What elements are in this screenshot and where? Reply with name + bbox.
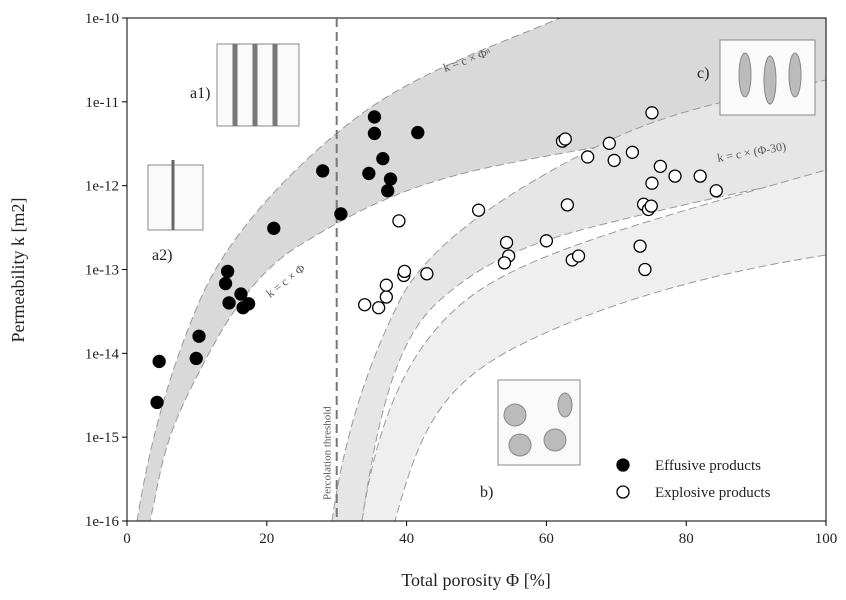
- x-tick-label: 40: [399, 531, 414, 547]
- y-tick-label: 1e-14: [85, 346, 120, 362]
- point: [189, 351, 203, 366]
- point: [602, 136, 616, 150]
- y-axis-title: Permeability k [m2]: [8, 198, 28, 343]
- point: [638, 262, 652, 277]
- point: [267, 221, 281, 235]
- point: [499, 235, 514, 250]
- legend-label: Effusive products: [655, 458, 761, 474]
- y-tick-label: 1e-16: [85, 514, 120, 530]
- annotation: a1): [190, 85, 210, 102]
- pore: [557, 392, 573, 418]
- x-tick-label: 100: [815, 531, 838, 547]
- point: [709, 184, 723, 198]
- y-tick-label: 1e-12: [85, 179, 119, 195]
- point: [625, 145, 640, 159]
- point: [693, 169, 707, 183]
- point: [383, 172, 398, 186]
- point: [334, 207, 348, 221]
- legend-marker: [616, 458, 630, 472]
- point: [653, 159, 667, 173]
- pore: [503, 403, 527, 427]
- point: [560, 198, 575, 212]
- y-tick-label: 1e-11: [85, 95, 119, 111]
- point: [371, 301, 386, 315]
- x-tick-label: 80: [679, 531, 694, 547]
- point: [218, 276, 233, 291]
- point: [633, 239, 647, 253]
- point: [397, 264, 412, 279]
- point: [668, 169, 682, 183]
- x-tick-label: 20: [259, 531, 274, 547]
- point: [379, 290, 393, 304]
- point: [192, 329, 206, 343]
- point: [376, 152, 390, 166]
- point: [316, 164, 330, 178]
- point: [367, 110, 382, 124]
- point: [381, 184, 395, 198]
- legend-marker: [616, 485, 630, 499]
- point: [234, 287, 248, 301]
- point: [358, 298, 372, 312]
- point: [362, 166, 376, 181]
- x-axis-title: Total porosity Φ [%]: [401, 570, 550, 590]
- point: [411, 125, 425, 140]
- point: [392, 214, 406, 228]
- point: [571, 249, 586, 263]
- y-tick-label: 1e-10: [85, 11, 119, 27]
- y-tick-label: 1e-15: [85, 430, 119, 446]
- point: [241, 297, 256, 311]
- pore: [508, 433, 532, 457]
- cube-a1: [216, 43, 300, 127]
- point: [222, 296, 236, 310]
- point: [420, 267, 434, 281]
- pore: [543, 428, 567, 452]
- y-tick-label: 1e-13: [85, 263, 119, 279]
- threshold-label: Percolation threshold: [322, 406, 334, 500]
- point: [645, 106, 659, 120]
- pore: [763, 55, 777, 105]
- x-tick-label: 0: [123, 531, 131, 547]
- point: [644, 199, 658, 213]
- point: [379, 278, 393, 292]
- point: [580, 150, 595, 164]
- legend-label: Explosive products: [655, 485, 771, 501]
- inset-cubes: [147, 39, 816, 466]
- pore: [738, 52, 752, 98]
- point: [221, 264, 235, 279]
- point: [150, 395, 164, 410]
- point: [471, 203, 486, 217]
- cube-a2: [147, 164, 204, 231]
- x-tick-label: 60: [539, 531, 554, 547]
- point: [645, 176, 659, 190]
- point: [497, 256, 512, 270]
- annotation: c): [697, 65, 709, 82]
- model-band: [361, 169, 827, 522]
- point: [607, 153, 621, 168]
- point: [539, 234, 554, 248]
- pore: [788, 52, 802, 98]
- annotation: b): [480, 484, 493, 501]
- point: [152, 354, 166, 369]
- annotation: a2): [152, 247, 172, 264]
- point: [558, 132, 572, 146]
- point: [367, 126, 382, 141]
